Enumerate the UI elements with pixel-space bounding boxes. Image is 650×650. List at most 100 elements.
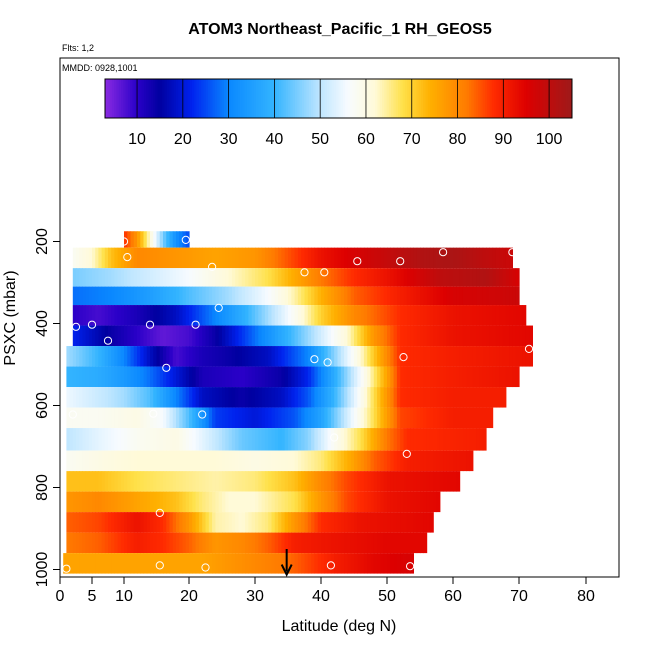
heat-cell [340, 532, 345, 554]
colorbar-cell [230, 79, 234, 118]
heat-cell [156, 491, 161, 513]
heat-cell [420, 428, 424, 451]
heat-cell [218, 247, 223, 269]
heat-cell [156, 286, 161, 306]
heat-cell [377, 247, 381, 269]
heat-cell [66, 346, 71, 367]
heat-cell [79, 512, 83, 533]
heat-cell [446, 471, 451, 492]
chart-title: ATOM3 Northeast_Pacific_1 RH_GEOS5 [188, 21, 492, 38]
heat-cell [449, 325, 454, 347]
colorbar-cell [137, 79, 140, 118]
heat-cell [406, 491, 411, 513]
heat-cell [324, 268, 329, 287]
heat-cell [127, 407, 132, 429]
heat-cell [327, 268, 332, 287]
heat-cell [182, 471, 187, 492]
heat-cell [499, 366, 504, 388]
heat-cell [189, 512, 193, 533]
heat-cell [163, 247, 167, 269]
heat-cell [124, 428, 128, 451]
heat-cell [357, 512, 362, 533]
heat-cell [76, 325, 80, 347]
heat-cell [69, 346, 74, 367]
heat-cell [268, 512, 273, 533]
heat-cell [522, 325, 527, 347]
heat-cell [453, 366, 457, 388]
heat-cell [377, 305, 381, 326]
heat-cell [264, 286, 269, 306]
colorbar-cell [519, 79, 523, 118]
heat-cell [72, 366, 77, 388]
heat-cell [307, 532, 312, 554]
heat-cell [130, 428, 135, 451]
heat-cell [163, 407, 167, 429]
colorbar-cell [365, 79, 369, 118]
heat-cell [390, 491, 395, 513]
heat-cell [261, 305, 266, 326]
heat-cell [278, 491, 282, 513]
heat-cell [291, 325, 296, 347]
heat-cell [433, 450, 438, 472]
heat-cell [423, 305, 428, 326]
flight-point [145, 320, 155, 329]
heat-cell [124, 305, 128, 326]
heat-cell [235, 366, 240, 388]
heat-cell [238, 512, 243, 533]
heat-cell [476, 247, 480, 269]
heat-cell [127, 387, 132, 408]
heat-cell [101, 268, 106, 287]
heat-cell [482, 247, 487, 269]
heat-cell [248, 553, 253, 574]
heat-cell [492, 387, 497, 408]
heat-cell [127, 491, 132, 513]
heat-cell [72, 387, 77, 408]
heat-cell [426, 407, 431, 429]
heat-cell [255, 407, 259, 429]
heat-cell [127, 532, 132, 554]
heat-cell [251, 286, 256, 306]
heat-cell [314, 450, 319, 472]
heat-cell [420, 407, 424, 429]
heat-cell [393, 532, 398, 554]
heat-cell [294, 325, 299, 347]
heat-cell [377, 286, 381, 306]
heat-cell [208, 286, 213, 306]
heat-cell [146, 305, 151, 326]
colorbar-cell [187, 79, 191, 118]
heat-cell [130, 471, 135, 492]
heat-cell [479, 247, 484, 269]
heat-cell [261, 387, 266, 408]
heat-cell [439, 325, 444, 347]
heat-cell [304, 268, 309, 287]
heat-cell [291, 407, 296, 429]
heat-cell [185, 407, 190, 429]
heat-cell [163, 286, 167, 306]
heat-cell [436, 325, 441, 347]
heat-cell [212, 450, 216, 472]
heat-cell [241, 553, 246, 574]
heat-cell [69, 387, 74, 408]
heat-cell [104, 471, 109, 492]
heat-cell [307, 471, 312, 492]
heat-cell [383, 247, 388, 269]
heat-cell [258, 491, 263, 513]
heat-cell [314, 407, 319, 429]
heat-cell [416, 532, 421, 554]
heat-cell [321, 512, 325, 533]
heat-cell [416, 286, 421, 306]
heat-cell [137, 247, 141, 269]
heat-cell [403, 387, 408, 408]
heat-cell [423, 346, 428, 367]
heat-cell [124, 553, 128, 574]
heat-cell [278, 387, 282, 408]
heat-cell [344, 305, 348, 326]
heat-cell [387, 366, 391, 388]
heat-cell [95, 512, 99, 533]
flight-point [103, 336, 113, 345]
heat-cell [98, 325, 103, 347]
heat-cell [166, 325, 171, 347]
heat-cell [169, 512, 174, 533]
heat-cell [350, 428, 355, 451]
heat-cell [235, 387, 240, 408]
